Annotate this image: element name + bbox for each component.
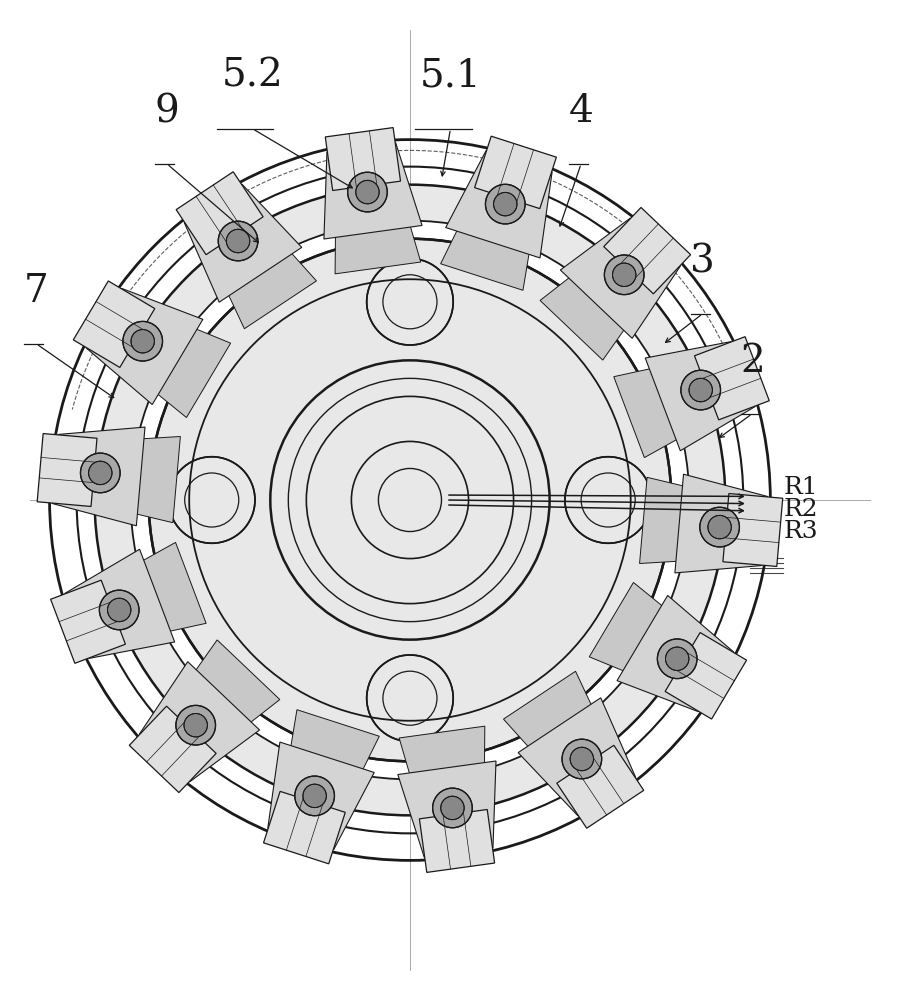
Polygon shape bbox=[123, 542, 206, 636]
Circle shape bbox=[367, 259, 453, 345]
Circle shape bbox=[80, 453, 120, 493]
Polygon shape bbox=[73, 281, 155, 367]
Polygon shape bbox=[287, 710, 379, 789]
Text: R3: R3 bbox=[784, 520, 818, 543]
Polygon shape bbox=[419, 809, 495, 872]
Circle shape bbox=[348, 172, 387, 212]
Polygon shape bbox=[518, 698, 636, 816]
Polygon shape bbox=[399, 726, 485, 795]
Polygon shape bbox=[129, 706, 216, 793]
Circle shape bbox=[605, 255, 644, 295]
Polygon shape bbox=[177, 172, 263, 255]
Circle shape bbox=[432, 788, 472, 828]
Circle shape bbox=[107, 598, 131, 622]
Polygon shape bbox=[263, 791, 345, 864]
Circle shape bbox=[218, 221, 258, 261]
Circle shape bbox=[666, 647, 689, 670]
Circle shape bbox=[149, 239, 671, 761]
Circle shape bbox=[226, 229, 250, 253]
Circle shape bbox=[184, 713, 207, 737]
Text: 5.1: 5.1 bbox=[420, 58, 481, 95]
Circle shape bbox=[99, 590, 139, 630]
Circle shape bbox=[689, 378, 713, 402]
Text: R1: R1 bbox=[784, 477, 818, 499]
Circle shape bbox=[303, 784, 326, 808]
Text: 9: 9 bbox=[154, 93, 179, 130]
Circle shape bbox=[441, 796, 464, 820]
Circle shape bbox=[708, 515, 732, 539]
Circle shape bbox=[123, 321, 162, 361]
Circle shape bbox=[562, 739, 602, 779]
Text: 7: 7 bbox=[23, 273, 49, 310]
Polygon shape bbox=[640, 477, 705, 564]
Circle shape bbox=[494, 192, 517, 216]
Polygon shape bbox=[115, 436, 180, 523]
Polygon shape bbox=[335, 205, 421, 274]
Polygon shape bbox=[441, 211, 532, 290]
Polygon shape bbox=[665, 633, 747, 719]
Polygon shape bbox=[141, 321, 231, 418]
Polygon shape bbox=[446, 151, 552, 258]
Polygon shape bbox=[614, 364, 696, 458]
Polygon shape bbox=[604, 207, 691, 294]
Text: 2: 2 bbox=[740, 343, 765, 380]
Polygon shape bbox=[675, 474, 768, 573]
Polygon shape bbox=[52, 427, 145, 526]
Polygon shape bbox=[219, 237, 316, 329]
Polygon shape bbox=[268, 742, 374, 849]
Circle shape bbox=[681, 370, 721, 410]
Polygon shape bbox=[37, 434, 97, 506]
Circle shape bbox=[356, 180, 379, 204]
Polygon shape bbox=[475, 136, 557, 209]
Polygon shape bbox=[184, 184, 302, 302]
Text: 3: 3 bbox=[690, 243, 715, 280]
Polygon shape bbox=[617, 595, 733, 712]
Circle shape bbox=[658, 639, 697, 679]
Polygon shape bbox=[65, 549, 175, 658]
Circle shape bbox=[131, 330, 154, 353]
Polygon shape bbox=[325, 128, 401, 191]
Circle shape bbox=[295, 776, 334, 816]
Text: 5.2: 5.2 bbox=[222, 58, 283, 95]
Text: 4: 4 bbox=[569, 93, 594, 130]
Polygon shape bbox=[140, 662, 259, 782]
Polygon shape bbox=[645, 342, 755, 451]
Polygon shape bbox=[589, 582, 679, 679]
Circle shape bbox=[570, 747, 594, 771]
Polygon shape bbox=[560, 218, 680, 338]
Polygon shape bbox=[398, 761, 496, 857]
Circle shape bbox=[613, 263, 636, 287]
Circle shape bbox=[176, 705, 215, 745]
Polygon shape bbox=[50, 580, 125, 663]
Circle shape bbox=[700, 507, 740, 547]
Polygon shape bbox=[557, 745, 643, 828]
Polygon shape bbox=[183, 640, 280, 736]
Circle shape bbox=[565, 457, 651, 543]
Text: R2: R2 bbox=[784, 498, 818, 521]
Polygon shape bbox=[723, 494, 783, 566]
Circle shape bbox=[88, 461, 112, 485]
Circle shape bbox=[486, 184, 525, 224]
Polygon shape bbox=[86, 288, 203, 405]
Polygon shape bbox=[324, 143, 422, 239]
Polygon shape bbox=[540, 264, 637, 360]
Circle shape bbox=[168, 457, 255, 543]
Polygon shape bbox=[695, 337, 769, 420]
Polygon shape bbox=[504, 671, 601, 763]
Circle shape bbox=[367, 655, 453, 741]
